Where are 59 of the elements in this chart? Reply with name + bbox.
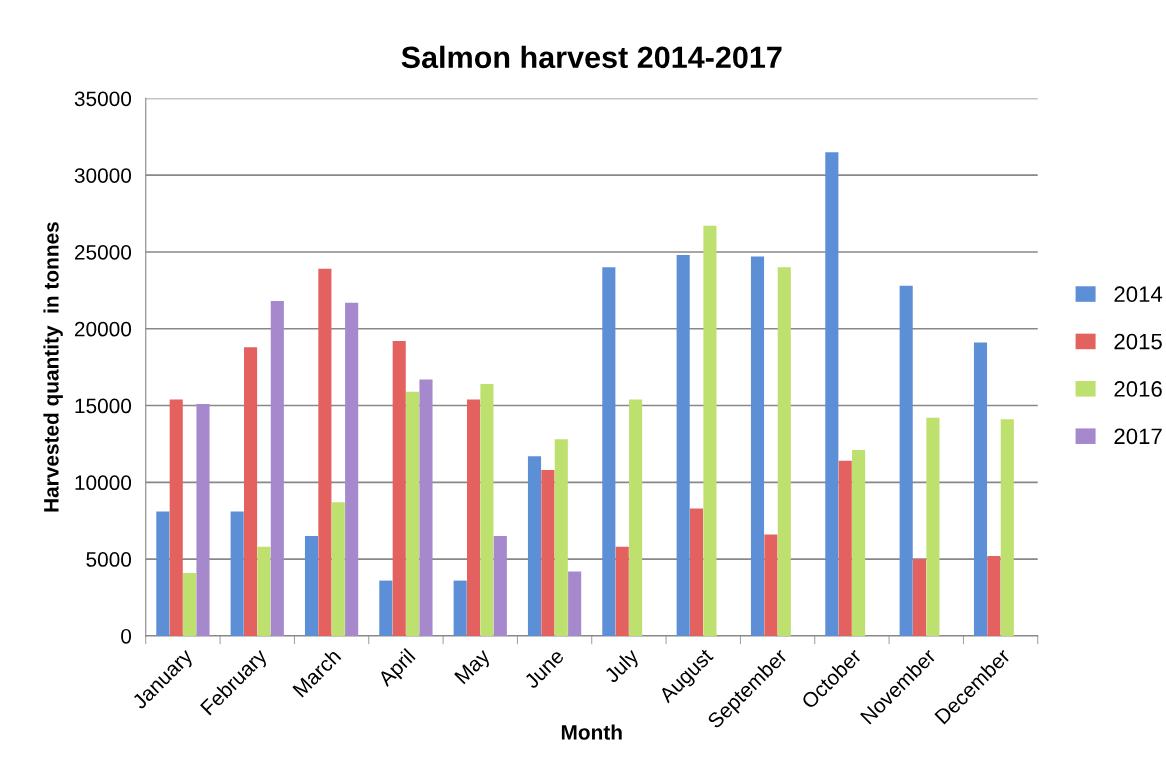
bar: [230, 511, 244, 636]
bar: [676, 255, 690, 636]
bar: [973, 342, 988, 636]
y-tick-label: 35000: [74, 91, 132, 107]
bar: [406, 391, 420, 636]
chart-title: Salmon harvest 2014-2017: [401, 45, 782, 69]
y-tick-label: 0: [121, 628, 132, 644]
bar: [244, 347, 258, 636]
bar: [156, 511, 170, 636]
bar: [467, 399, 481, 636]
bar: [196, 404, 210, 636]
bar: [392, 341, 406, 636]
bar: [318, 268, 332, 636]
bar: [270, 301, 284, 636]
x-tick-label: May: [454, 647, 494, 688]
y-tick-label: 15000: [75, 398, 132, 414]
bar: [926, 417, 940, 636]
y-tick-label: 10000: [75, 475, 132, 491]
bar: [480, 384, 494, 636]
bar: [899, 285, 913, 636]
y-tick-label: 25000: [74, 244, 132, 260]
bar: [764, 534, 778, 636]
bar: [419, 379, 433, 636]
bar: [331, 502, 345, 636]
bar: [493, 536, 507, 636]
legend-label: 2017: [1114, 428, 1162, 445]
bar: [690, 508, 704, 636]
bar: [602, 267, 616, 636]
bar: [345, 302, 359, 636]
bar: [304, 536, 319, 636]
bar: [750, 256, 765, 636]
bar: [379, 580, 393, 636]
bar: [629, 399, 643, 636]
bar: [169, 399, 183, 636]
bar: [257, 546, 271, 636]
y-axis-title: Harvested quantity in tonnes: [43, 222, 63, 512]
bar: [1000, 419, 1014, 636]
bar: [825, 152, 839, 636]
x-tick-label: July: [602, 647, 643, 687]
bar: [568, 571, 582, 636]
bar: [541, 470, 555, 636]
x-axis-title: Month: [561, 724, 622, 740]
bar: [852, 450, 866, 636]
y-tick-label: 30000: [74, 168, 132, 183]
bar: [987, 556, 1001, 636]
y-tick-label: 20000: [74, 321, 132, 337]
bar: [527, 456, 542, 636]
y-tick-label: 5000: [86, 552, 132, 567]
legend-label: 2016: [1114, 381, 1162, 397]
bar: [615, 546, 629, 636]
bar: [554, 439, 568, 636]
bar: [777, 267, 791, 636]
bar: [453, 580, 467, 636]
bar: [838, 460, 852, 636]
bar: [183, 572, 197, 636]
bar: [913, 559, 927, 636]
legend-label: 2014: [1114, 286, 1163, 303]
legend-label: 2015: [1114, 333, 1162, 350]
bar: [703, 225, 717, 636]
